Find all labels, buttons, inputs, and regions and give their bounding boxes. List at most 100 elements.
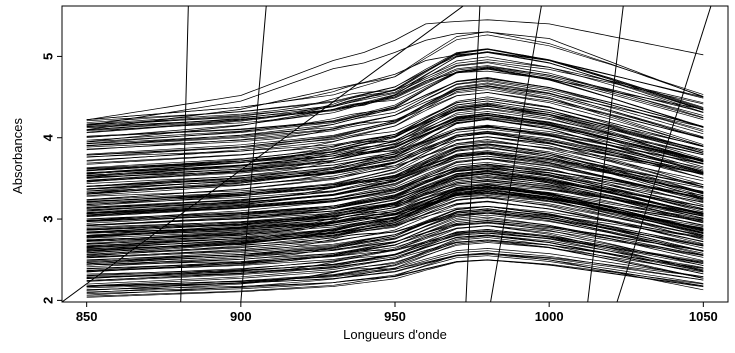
spectrum-curve xyxy=(86,211,704,266)
spectrum-curve xyxy=(86,255,704,293)
spectrum-curve xyxy=(86,259,704,290)
spectrum-curve xyxy=(86,68,704,141)
spectrum-curve xyxy=(86,150,704,213)
y-tick-label: 2 xyxy=(41,297,56,304)
spectrum-curve xyxy=(86,205,704,242)
spectrum-curve xyxy=(86,164,704,214)
spectrum-curve xyxy=(86,186,704,228)
spectrum-curve xyxy=(86,168,704,220)
spectrum-curve xyxy=(86,250,704,287)
spectrum-curve xyxy=(86,253,704,289)
spectrum-curve xyxy=(86,235,704,275)
spectrum-curve xyxy=(86,56,704,131)
spectrum-curve xyxy=(86,225,704,270)
spectrum-curve xyxy=(86,117,704,174)
spectrum-curve xyxy=(86,115,704,187)
spectrum-curve xyxy=(86,52,704,134)
spectrum-curve xyxy=(86,126,704,184)
spectrum-curve xyxy=(86,126,704,178)
spectrum-curve xyxy=(86,153,704,209)
spectrum-curve xyxy=(86,200,704,248)
spectrum-curve xyxy=(86,92,704,150)
spectrum-curve xyxy=(86,127,704,177)
spectrum-curve xyxy=(86,34,704,121)
reference-line xyxy=(180,6,189,302)
spectrum-curve xyxy=(86,59,704,125)
spectrum-curve xyxy=(86,171,704,226)
spectrum-curve xyxy=(86,195,704,234)
x-axis: 850 900 950 1000 1050 xyxy=(76,302,718,324)
spectrum-curve xyxy=(86,126,704,182)
spectrum-curve xyxy=(86,176,704,221)
spectrum-curve xyxy=(86,242,704,291)
spectrum-curve xyxy=(86,119,704,173)
y-axis: 2 3 4 5 xyxy=(41,53,62,304)
spectrum-curve xyxy=(86,222,704,266)
spectrum-curve xyxy=(86,115,704,170)
x-tick-label: 1050 xyxy=(689,309,718,324)
spectrum-curve xyxy=(86,141,704,194)
spectrum-curve xyxy=(86,132,704,187)
spectrum-curve xyxy=(86,48,704,122)
spectrum-curve xyxy=(86,259,704,295)
spectrum-curve xyxy=(86,114,704,169)
spectrum-curve xyxy=(86,85,704,145)
spectrum-curve xyxy=(86,155,704,205)
spectrum-curve xyxy=(86,232,704,266)
spectrum-curve xyxy=(86,180,704,242)
reference-line xyxy=(587,6,624,302)
spectrum-curve xyxy=(86,140,704,192)
reference-lines xyxy=(62,6,712,302)
spectrum-curve xyxy=(86,67,704,147)
spectrum-curve xyxy=(86,107,704,158)
spectrum-curve xyxy=(86,65,704,125)
reference-line xyxy=(62,6,465,302)
reference-line xyxy=(240,6,267,302)
spectrum-curve xyxy=(86,220,704,263)
spectrum-curve xyxy=(86,147,704,203)
spectrum-curve xyxy=(86,77,704,137)
spectrum-curve xyxy=(86,212,704,249)
reference-line xyxy=(465,6,481,302)
spectrum-curve xyxy=(86,230,704,269)
spectrum-curve xyxy=(86,77,704,146)
spectrum-curve xyxy=(86,210,704,258)
x-tick-label: 1000 xyxy=(535,309,564,324)
y-axis-label: Absorbances xyxy=(10,118,25,194)
spectrum-curve xyxy=(86,143,704,201)
spectrum-curve xyxy=(86,228,704,277)
spectrum-curve xyxy=(86,98,704,165)
spectrum-curve-upper xyxy=(86,31,704,126)
y-tick-label: 5 xyxy=(41,53,56,60)
spectrum-curve xyxy=(86,89,704,148)
spectrum-curve xyxy=(86,253,704,287)
x-tick-label: 950 xyxy=(384,309,406,324)
spectrum-curve xyxy=(86,158,704,221)
spectrum-curve xyxy=(86,222,704,261)
spectrum-curve xyxy=(86,124,704,182)
spectrum-curve xyxy=(86,96,704,175)
spectrum-curve xyxy=(86,191,704,245)
spectrum-curve xyxy=(86,48,704,127)
spectrum-curve xyxy=(86,152,704,197)
y-tick-label: 3 xyxy=(41,215,56,222)
x-axis-label: Longueurs d'onde xyxy=(343,327,447,342)
spectrum-curve-upper xyxy=(86,70,704,143)
spectrum-curve xyxy=(86,259,704,298)
spectrum-curve xyxy=(86,132,704,203)
spectrum-curve xyxy=(86,105,704,169)
spectrum-curve xyxy=(86,136,704,188)
spectrum-curve xyxy=(86,239,704,278)
spectrum-curve xyxy=(86,66,704,129)
spectra-curves xyxy=(86,19,704,298)
spectrum-curve xyxy=(86,161,704,214)
reference-line xyxy=(490,6,542,302)
spectrum-curve xyxy=(86,133,704,190)
spectrum-curve xyxy=(86,187,704,231)
spectrum-curve xyxy=(86,201,704,245)
spectrum-curve-upper xyxy=(86,51,704,130)
spectrum-curve xyxy=(86,92,704,156)
x-tick-label: 850 xyxy=(76,309,98,324)
y-tick-label: 4 xyxy=(41,133,56,141)
